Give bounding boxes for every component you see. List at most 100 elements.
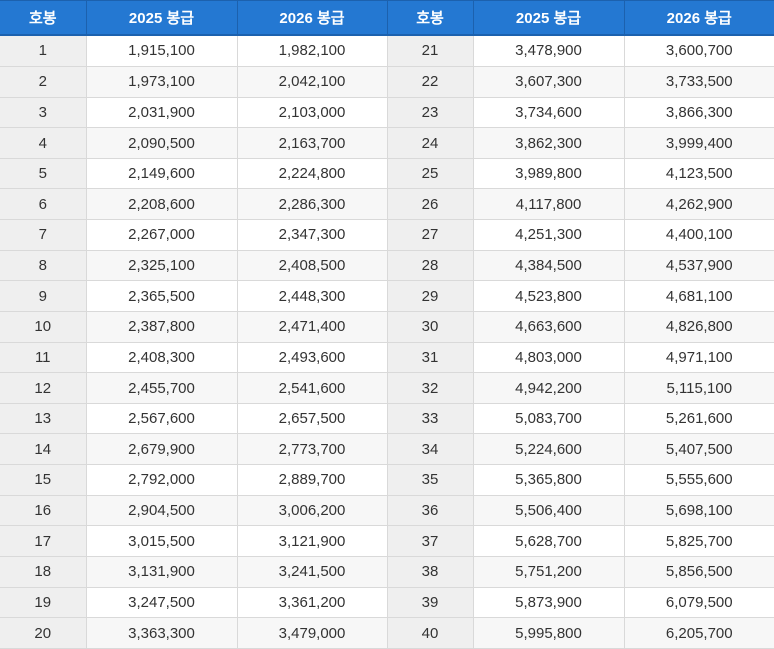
cell-salary-2025: 5,873,900: [472, 586, 625, 619]
table-row: 1 1,915,100 1,982,100 21 3,478,900 3,600,700: [0, 34, 774, 67]
cell-salary-2025: 2,904,500: [85, 494, 238, 527]
cell-salary-2025: 4,117,800: [472, 188, 625, 221]
table-row: 7 2,267,000 2,347,300 27 4,251,300 4,400,100: [0, 219, 774, 251]
cell-salary-2025: 3,862,300: [472, 127, 625, 159]
table-row: 12 2,455,700 2,541,600 32 4,942,200 5,115,100: [0, 372, 774, 404]
cell-salary-2026: 6,205,700: [623, 617, 774, 649]
cell-salary-2026: 2,889,700: [236, 464, 388, 496]
cell-salary-2026: 4,400,100: [623, 219, 774, 251]
cell-salary-2026: 5,115,100: [623, 372, 774, 404]
cell-salary-2026: 3,600,700: [623, 34, 774, 67]
cell-salary-2025: 2,792,000: [85, 464, 238, 496]
cell-step: 11: [0, 341, 87, 374]
cell-step: 12: [0, 372, 87, 404]
cell-salary-2026: 5,555,600: [623, 464, 774, 496]
cell-step: 40: [386, 617, 474, 649]
cell-salary-2026: 4,123,500: [623, 157, 774, 190]
cell-salary-2025: 5,628,700: [472, 525, 625, 557]
cell-salary-2025: 3,247,500: [85, 586, 238, 619]
cell-salary-2025: 2,387,800: [85, 310, 238, 343]
cell-step: 35: [386, 464, 474, 496]
cell-salary-2025: 1,915,100: [85, 34, 238, 67]
cell-step: 6: [0, 188, 87, 221]
cell-salary-2026: 5,407,500: [623, 433, 774, 466]
cell-salary-2025: 4,803,000: [472, 341, 625, 374]
cell-salary-2025: 5,224,600: [472, 433, 625, 466]
cell-step: 13: [0, 402, 87, 435]
cell-salary-2026: 2,347,300: [236, 219, 388, 251]
cell-salary-2025: 4,523,800: [472, 280, 625, 312]
cell-salary-2025: 3,015,500: [85, 525, 238, 557]
cell-salary-2025: 5,365,800: [472, 464, 625, 496]
cell-salary-2026: 2,286,300: [236, 188, 388, 221]
cell-salary-2025: 2,365,500: [85, 280, 238, 312]
header-salary-2026-left: 2026 봉급: [236, 0, 388, 36]
cell-step: 15: [0, 464, 87, 496]
cell-salary-2026: 3,241,500: [236, 555, 388, 588]
table-row: 2 1,973,100 2,042,100 22 3,607,300 3,733,500: [0, 65, 774, 98]
table-row: 19 3,247,500 3,361,200 39 5,873,900 6,079,500: [0, 586, 774, 619]
cell-step: 39: [386, 586, 474, 619]
cell-salary-2025: 4,942,200: [472, 372, 625, 404]
cell-salary-2026: 2,103,000: [236, 96, 388, 129]
cell-step: 10: [0, 310, 87, 343]
table-row: 5 2,149,600 2,224,800 25 3,989,800 4,123,500: [0, 157, 774, 190]
cell-step: 28: [386, 249, 474, 282]
cell-salary-2025: 2,679,900: [85, 433, 238, 466]
cell-salary-2026: 1,982,100: [236, 34, 388, 67]
cell-salary-2026: 2,493,600: [236, 341, 388, 374]
cell-step: 27: [386, 219, 474, 251]
cell-salary-2026: 2,657,500: [236, 402, 388, 435]
cell-salary-2026: 3,006,200: [236, 494, 388, 527]
cell-step: 25: [386, 157, 474, 190]
cell-salary-2025: 3,607,300: [472, 65, 625, 98]
cell-step: 9: [0, 280, 87, 312]
cell-salary-2025: 3,131,900: [85, 555, 238, 588]
cell-step: 19: [0, 586, 87, 619]
header-salary-2026-right: 2026 봉급: [623, 0, 774, 36]
cell-salary-2026: 4,971,100: [623, 341, 774, 374]
cell-step: 2: [0, 65, 87, 98]
cell-salary-2025: 2,090,500: [85, 127, 238, 159]
table-row: 10 2,387,800 2,471,400 30 4,663,600 4,826,800: [0, 310, 774, 343]
table-row: 13 2,567,600 2,657,500 33 5,083,700 5,261,600: [0, 402, 774, 435]
cell-step: 22: [386, 65, 474, 98]
table-row: 18 3,131,900 3,241,500 38 5,751,200 5,856,500: [0, 555, 774, 588]
cell-step: 30: [386, 310, 474, 343]
cell-step: 3: [0, 96, 87, 129]
cell-salary-2026: 6,079,500: [623, 586, 774, 619]
table-row: 9 2,365,500 2,448,300 29 4,523,800 4,681,100: [0, 280, 774, 312]
table-row: 17 3,015,500 3,121,900 37 5,628,700 5,825,700: [0, 525, 774, 557]
header-step-left: 호봉: [0, 0, 87, 36]
cell-step: 16: [0, 494, 87, 527]
salary-table-body: 1 1,915,100 1,982,100 21 3,478,900 3,600,700 2…: [0, 34, 774, 649]
cell-salary-2026: 2,773,700: [236, 433, 388, 466]
cell-salary-2025: 2,455,700: [85, 372, 238, 404]
cell-salary-2026: 3,866,300: [623, 96, 774, 129]
cell-salary-2025: 2,408,300: [85, 341, 238, 374]
cell-salary-2025: 2,149,600: [85, 157, 238, 190]
cell-salary-2025: 4,663,600: [472, 310, 625, 343]
table-row: 3 2,031,900 2,103,000 23 3,734,600 3,866,300: [0, 96, 774, 129]
cell-salary-2026: 2,471,400: [236, 310, 388, 343]
cell-salary-2026: 5,698,100: [623, 494, 774, 527]
cell-step: 4: [0, 127, 87, 159]
cell-salary-2026: 3,121,900: [236, 525, 388, 557]
cell-step: 36: [386, 494, 474, 527]
cell-step: 18: [0, 555, 87, 588]
cell-salary-2025: 4,251,300: [472, 219, 625, 251]
table-row: 15 2,792,000 2,889,700 35 5,365,800 5,555,600: [0, 464, 774, 496]
cell-step: 24: [386, 127, 474, 159]
table-row: 20 3,363,300 3,479,000 40 5,995,800 6,205,700: [0, 617, 774, 649]
cell-salary-2026: 4,262,900: [623, 188, 774, 221]
cell-salary-2026: 2,042,100: [236, 65, 388, 98]
cell-step: 23: [386, 96, 474, 129]
cell-salary-2025: 2,031,900: [85, 96, 238, 129]
table-row: 6 2,208,600 2,286,300 26 4,117,800 4,262,900: [0, 188, 774, 221]
cell-step: 14: [0, 433, 87, 466]
cell-salary-2026: 3,999,400: [623, 127, 774, 159]
cell-salary-2026: 5,261,600: [623, 402, 774, 435]
table-row: 11 2,408,300 2,493,600 31 4,803,000 4,971,100: [0, 341, 774, 374]
cell-salary-2025: 2,567,600: [85, 402, 238, 435]
